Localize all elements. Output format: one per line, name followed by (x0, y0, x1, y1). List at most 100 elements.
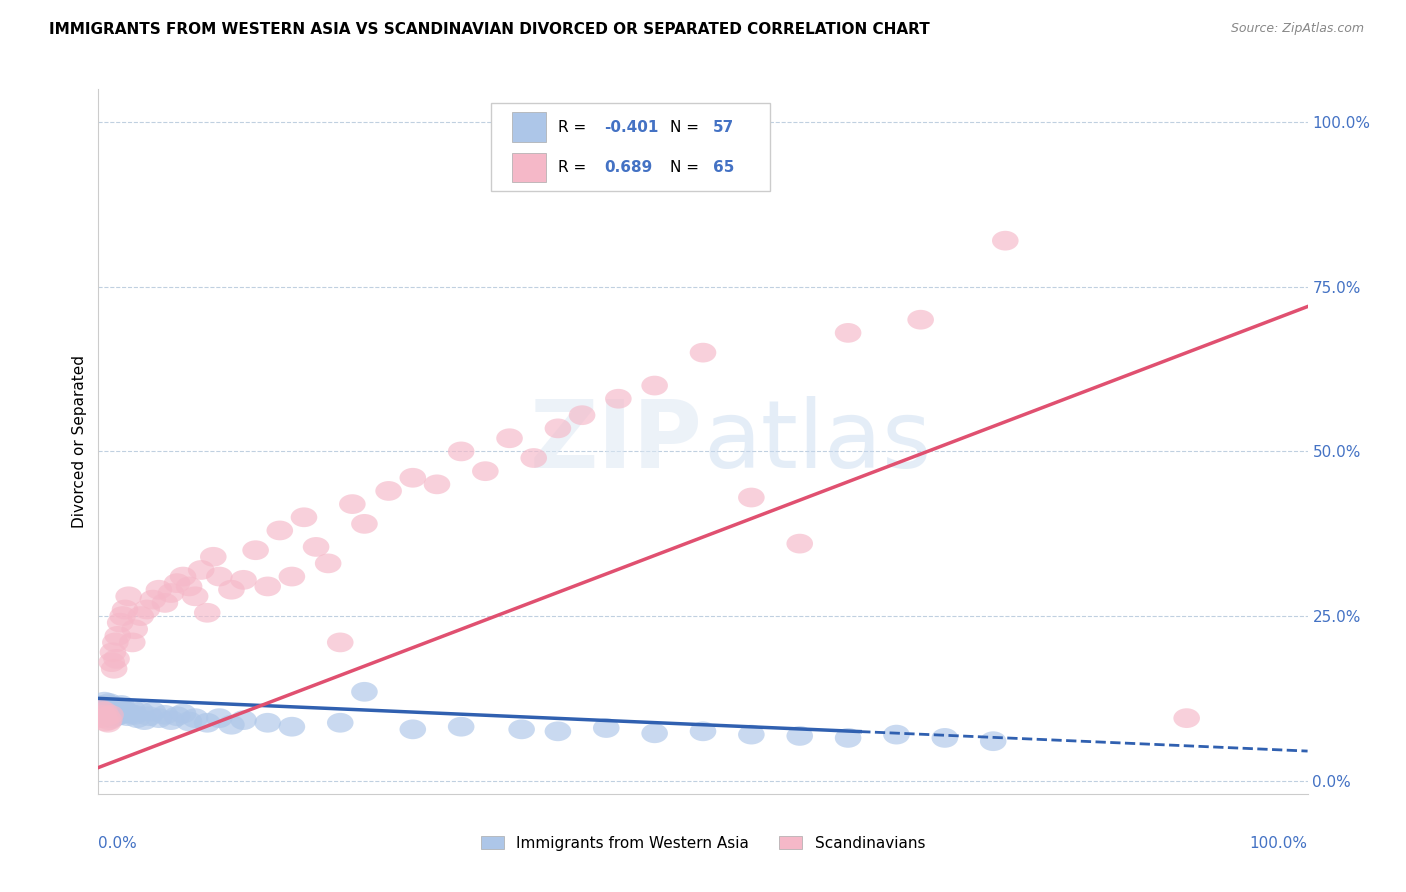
Ellipse shape (117, 704, 143, 723)
Ellipse shape (121, 705, 148, 724)
Ellipse shape (786, 533, 813, 554)
Ellipse shape (136, 706, 163, 726)
Legend: Immigrants from Western Asia, Scandinavians: Immigrants from Western Asia, Scandinavi… (475, 830, 931, 856)
Ellipse shape (509, 720, 534, 739)
Ellipse shape (93, 705, 120, 724)
Ellipse shape (139, 590, 166, 609)
Ellipse shape (375, 481, 402, 500)
Text: N =: N = (671, 160, 704, 175)
Text: 0.689: 0.689 (603, 160, 652, 175)
Ellipse shape (544, 418, 571, 438)
Text: 0.0%: 0.0% (98, 836, 138, 851)
Ellipse shape (146, 580, 172, 599)
Ellipse shape (104, 626, 131, 646)
Ellipse shape (194, 713, 221, 732)
Ellipse shape (472, 461, 499, 481)
Ellipse shape (207, 708, 232, 728)
Ellipse shape (103, 649, 129, 669)
Ellipse shape (176, 576, 202, 597)
Ellipse shape (96, 693, 122, 713)
Ellipse shape (496, 428, 523, 448)
Ellipse shape (593, 718, 620, 738)
Ellipse shape (89, 698, 115, 718)
Ellipse shape (181, 586, 208, 607)
Ellipse shape (188, 560, 215, 580)
Ellipse shape (278, 566, 305, 586)
Ellipse shape (231, 710, 257, 730)
Ellipse shape (641, 376, 668, 395)
Ellipse shape (94, 706, 120, 726)
Ellipse shape (152, 705, 179, 724)
Ellipse shape (101, 659, 128, 679)
Ellipse shape (254, 576, 281, 597)
Ellipse shape (163, 574, 190, 593)
Ellipse shape (291, 508, 318, 527)
Ellipse shape (94, 699, 120, 720)
Ellipse shape (170, 566, 197, 586)
Ellipse shape (157, 583, 184, 603)
Ellipse shape (101, 704, 128, 723)
Ellipse shape (218, 580, 245, 599)
Ellipse shape (98, 652, 125, 672)
Ellipse shape (786, 726, 813, 746)
Ellipse shape (176, 712, 202, 731)
Ellipse shape (932, 728, 957, 747)
Ellipse shape (907, 310, 934, 329)
Ellipse shape (181, 708, 208, 728)
Ellipse shape (93, 712, 120, 731)
Ellipse shape (100, 699, 127, 720)
Ellipse shape (134, 599, 160, 619)
Ellipse shape (605, 389, 631, 409)
Ellipse shape (87, 699, 114, 720)
Ellipse shape (128, 702, 155, 722)
Ellipse shape (339, 494, 366, 514)
Ellipse shape (242, 541, 269, 560)
Ellipse shape (993, 231, 1018, 251)
Ellipse shape (96, 710, 122, 730)
Ellipse shape (120, 632, 146, 652)
Ellipse shape (100, 642, 127, 662)
Ellipse shape (110, 699, 136, 720)
Text: R =: R = (558, 160, 591, 175)
Ellipse shape (278, 717, 305, 737)
Ellipse shape (738, 488, 765, 508)
FancyBboxPatch shape (512, 153, 546, 182)
Ellipse shape (328, 632, 353, 652)
Text: 57: 57 (713, 120, 734, 135)
Ellipse shape (194, 603, 221, 623)
Ellipse shape (110, 607, 136, 626)
Ellipse shape (690, 343, 716, 362)
Ellipse shape (520, 448, 547, 468)
Ellipse shape (449, 442, 474, 461)
Ellipse shape (399, 720, 426, 739)
Y-axis label: Divorced or Separated: Divorced or Separated (72, 355, 87, 528)
Ellipse shape (738, 724, 765, 745)
Ellipse shape (352, 514, 378, 533)
Ellipse shape (97, 705, 124, 724)
Ellipse shape (94, 697, 121, 717)
Ellipse shape (218, 714, 245, 735)
Ellipse shape (231, 570, 257, 590)
Ellipse shape (94, 713, 121, 732)
Ellipse shape (883, 724, 910, 745)
Ellipse shape (170, 704, 197, 723)
Ellipse shape (131, 710, 157, 730)
Ellipse shape (115, 586, 142, 607)
Ellipse shape (103, 698, 129, 718)
Ellipse shape (128, 607, 155, 626)
Text: R =: R = (558, 120, 591, 135)
Ellipse shape (114, 706, 141, 726)
Ellipse shape (139, 702, 166, 722)
Ellipse shape (146, 708, 172, 728)
Ellipse shape (91, 692, 118, 712)
Ellipse shape (1174, 708, 1199, 728)
Ellipse shape (103, 706, 129, 726)
Text: -0.401: -0.401 (603, 120, 658, 135)
Ellipse shape (97, 695, 124, 714)
Text: 65: 65 (713, 160, 734, 175)
Ellipse shape (103, 632, 129, 652)
Ellipse shape (105, 697, 132, 717)
Ellipse shape (569, 405, 595, 425)
Ellipse shape (690, 722, 716, 741)
FancyBboxPatch shape (492, 103, 769, 192)
